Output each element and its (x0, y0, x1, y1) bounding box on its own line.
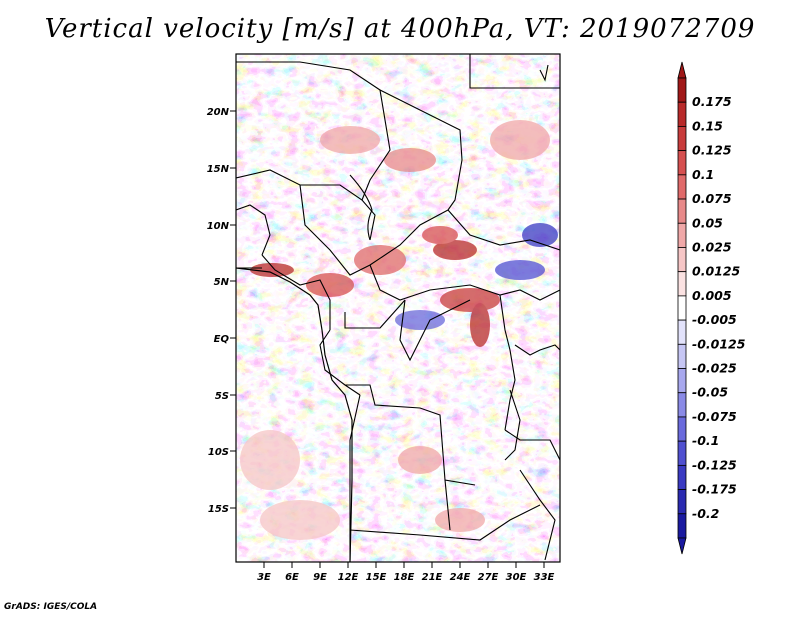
lon-label-27e: 27E (478, 572, 499, 583)
colorbar-label: -0.2 (692, 506, 719, 521)
colorbar-swatch (677, 416, 687, 442)
lon-label-3e: 3E (257, 572, 271, 583)
colorbar-label: -0.1 (692, 433, 719, 448)
lon-label-9e: 9E (313, 572, 327, 583)
colorbar-label: -0.125 (692, 457, 737, 472)
lon-label-6e: 6E (285, 572, 299, 583)
colorbar-label: 0.0125 (692, 264, 741, 279)
colorbar-swatch (677, 440, 687, 466)
colorbar-swatch (677, 222, 687, 248)
colorbar-swatch (677, 319, 687, 345)
footer-credit: GrADS: IGES/COLA (4, 602, 98, 612)
colorbar-label: 0.175 (692, 94, 732, 109)
lat-label-10n: 10N (207, 221, 230, 232)
colorbar-swatch (677, 513, 687, 539)
lon-label-21e: 21E (422, 572, 443, 583)
colorbar-swatch (677, 174, 687, 200)
colorbar-label: -0.005 (692, 312, 737, 327)
colorbar-top-arrow (677, 61, 687, 79)
lon-label-18e: 18E (394, 572, 415, 583)
colorbar-bottom-arrow (677, 537, 687, 555)
colorbar-label: -0.0125 (692, 336, 746, 351)
lat-labels: 20N 15N 10N 5N EQ 5S 10S 15S (207, 107, 230, 515)
lon-label-30e: 30E (506, 572, 527, 583)
colorbar-swatch (677, 392, 687, 418)
country-borders (236, 54, 560, 561)
colorbar-swatch (677, 489, 687, 515)
colorbar-label: 0.125 (692, 143, 732, 158)
colorbar-label: -0.175 (692, 482, 737, 497)
colorbar-label: 0.05 (692, 215, 723, 230)
colorbar-swatch (677, 247, 687, 273)
colorbar-label: -0.05 (692, 385, 728, 400)
colorbar-swatch (677, 77, 687, 103)
lon-label-24e: 24E (450, 572, 471, 583)
colorbar-label: 0.1 (692, 167, 714, 182)
lon-label-12e: 12E (338, 572, 359, 583)
lat-label-20n: 20N (207, 107, 230, 118)
colorbar-swatch (677, 464, 687, 490)
colorbar-swatch (677, 198, 687, 224)
lat-label-eq: EQ (214, 334, 230, 345)
colorbar-swatch (677, 271, 687, 297)
colorbar-swatch (677, 295, 687, 321)
colorbar-swatch (677, 368, 687, 394)
lat-label-5n: 5N (214, 277, 230, 288)
vertical-velocity-field (236, 54, 560, 562)
lat-ticks (230, 110, 236, 509)
lon-labels: 3E 6E 9E 12E 15E 18E 21E 24E 27E 30E 33E (257, 572, 554, 583)
lat-label-5s: 5S (215, 391, 229, 402)
colorbar-label: -0.075 (692, 409, 737, 424)
lon-label-15e: 15E (366, 572, 387, 583)
lon-ticks (263, 562, 545, 568)
colorbar-label: 0.15 (692, 118, 723, 133)
colorbar-label: 0.075 (692, 191, 732, 206)
colorbar-label: 0.005 (692, 288, 732, 303)
colorbar-swatch (677, 343, 687, 369)
colorbar: 0.175 0.15 0.125 0.1 0.075 0.05 0.025 0.0125 0.0… (677, 61, 746, 555)
colorbar-swatch (677, 126, 687, 152)
lat-label-15s: 15S (208, 504, 229, 515)
map-frame (235, 53, 561, 563)
colorbar-label: -0.025 (692, 361, 737, 376)
colorbar-label: 0.025 (692, 239, 732, 254)
map-title: Vertical velocity [m/s] at 400hPa, VT: 2… (44, 14, 756, 44)
lat-label-15n: 15N (207, 164, 230, 175)
colorbar-swatch (677, 150, 687, 176)
colorbar-swatch (677, 101, 687, 127)
lat-label-10s: 10S (208, 447, 229, 458)
lon-label-33e: 33E (534, 572, 555, 583)
coastline (236, 267, 353, 562)
